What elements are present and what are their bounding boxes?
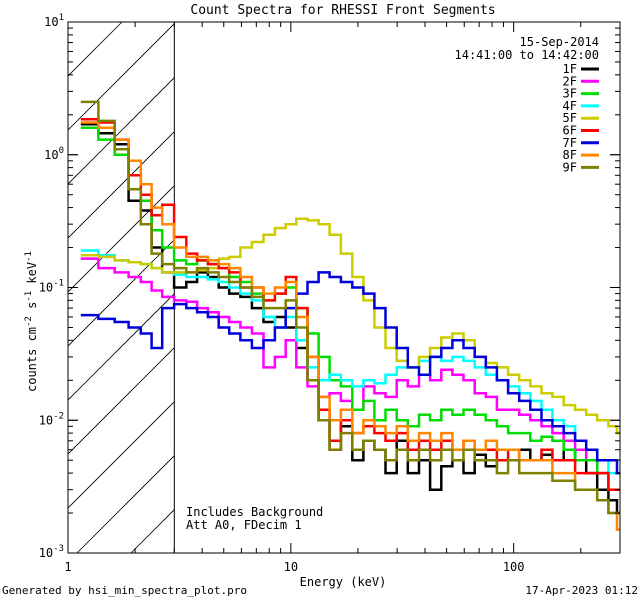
legend-label-2F: 2F [563,74,577,88]
x-tick-label: 10 [284,560,298,574]
series-line-4F [80,249,620,475]
legend-label-3F: 3F [563,87,577,101]
legend-label-9F: 9F [563,160,577,174]
x-tick-labels: 1 10 100 [64,560,524,574]
annotation-background: Includes Background [186,505,323,519]
timestamp-label: 17-Apr-2023 01:12 [525,584,638,597]
y-tick-label: 10-1 [39,279,64,295]
y-axis-label: counts cm-2 s-1 keV-1 [24,251,39,392]
generated-by-label: Generated by hsi_min_spectra_plot.pro [2,584,247,597]
legend-label-1F: 1F [563,62,577,76]
series-line-8F [80,121,620,531]
y-tick-label: 101 [44,13,64,29]
series-lines [80,100,620,531]
hatch-line [68,77,175,185]
legend-label-7F: 7F [563,136,577,150]
hatch-line [68,401,175,509]
hatch-line [76,455,175,553]
time-range-label: 14:41:00 to 14:42:00 [455,48,600,62]
legend-label-4F: 4F [563,99,577,113]
x-tick-label: 100 [503,560,525,574]
hatch-line [68,239,175,347]
series-line-9F [80,100,620,515]
axis-ticks [67,21,621,554]
legend-label-6F: 6F [563,124,577,138]
series-line-7F [80,271,620,475]
y-tick-label: 10-3 [39,544,64,560]
x-axis-label: Energy (keV) [300,575,387,589]
annotation-attenuator: Att A0, FDecim 1 [186,518,302,532]
y-tick-label: 10-2 [39,411,64,427]
legend-label-5F: 5F [563,111,577,125]
chart-title: Count Spectra for RHESSI Front Segments [190,3,495,18]
legend-label-8F: 8F [563,148,577,162]
date-label: 15-Sep-2014 [520,35,599,49]
y-tick-label: 100 [44,146,64,162]
x-tick-label: 1 [64,560,71,574]
hatch-line [68,23,175,131]
y-tick-labels: 101 100 10-1 10-2 10-3 [39,13,64,560]
